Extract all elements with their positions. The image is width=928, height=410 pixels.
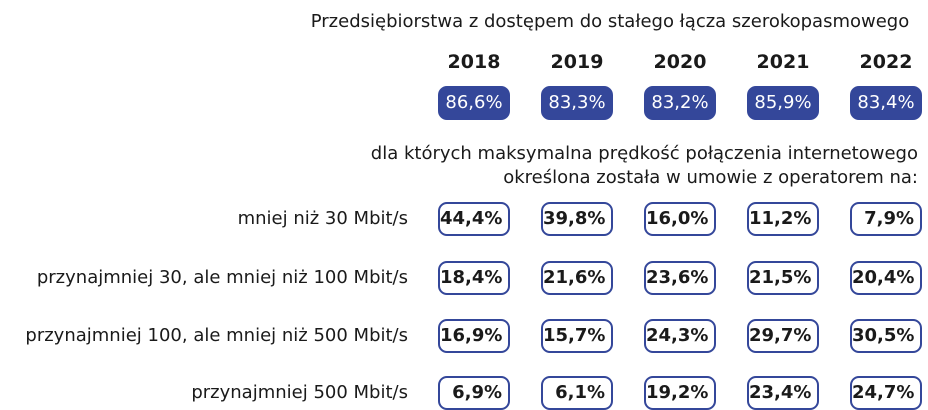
row-value: 21,6%: [541, 261, 613, 295]
row-value: 30,5%: [850, 319, 922, 353]
access-value: 86,6%: [438, 86, 510, 120]
year: 2022: [859, 51, 913, 73]
subtitle-line: określona została w umowie z operatorem …: [503, 167, 918, 188]
row-label: przynajmniej 100, ale mniej niż 500 Mbit…: [25, 325, 408, 346]
row-value: 6,1%: [541, 376, 613, 410]
row-label: przynajmniej 30, ale mniej niż 100 Mbit/…: [36, 267, 408, 288]
year: 2019: [550, 51, 604, 73]
title: Przedsiębiorstwa z dostępem do stałego ł…: [310, 11, 910, 32]
row-label: przynajmniej 500 Mbit/s: [191, 382, 408, 403]
year: 2020: [653, 51, 707, 73]
row-value: 15,7%: [541, 319, 613, 353]
row-value: 29,7%: [747, 319, 819, 353]
row-value: 6,9%: [438, 376, 510, 410]
row-value: 16,9%: [438, 319, 510, 353]
row-value: 7,9%: [850, 202, 922, 236]
access-value: 85,9%: [747, 86, 819, 120]
row-value: 24,3%: [644, 319, 716, 353]
row-value: 20,4%: [850, 261, 922, 295]
row-value: 19,2%: [644, 376, 716, 410]
access-value: 83,4%: [850, 86, 922, 120]
subtitle-line: dla których maksymalna prędkość połączen…: [370, 143, 918, 164]
year: 2018: [447, 51, 501, 73]
row-value: 16,0%: [644, 202, 716, 236]
row-value: 24,7%: [850, 376, 922, 410]
row-value: 18,4%: [438, 261, 510, 295]
row-value: 23,4%: [747, 376, 819, 410]
row-value: 39,8%: [541, 202, 613, 236]
access-value: 83,3%: [541, 86, 613, 120]
row-label: mniej niż 30 Mbit/s: [237, 208, 408, 229]
row-value: 23,6%: [644, 261, 716, 295]
row-value: 44,4%: [438, 202, 510, 236]
row-value: 11,2%: [747, 202, 819, 236]
row-value: 21,5%: [747, 261, 819, 295]
year: 2021: [756, 51, 810, 73]
access-value: 83,2%: [644, 86, 716, 120]
